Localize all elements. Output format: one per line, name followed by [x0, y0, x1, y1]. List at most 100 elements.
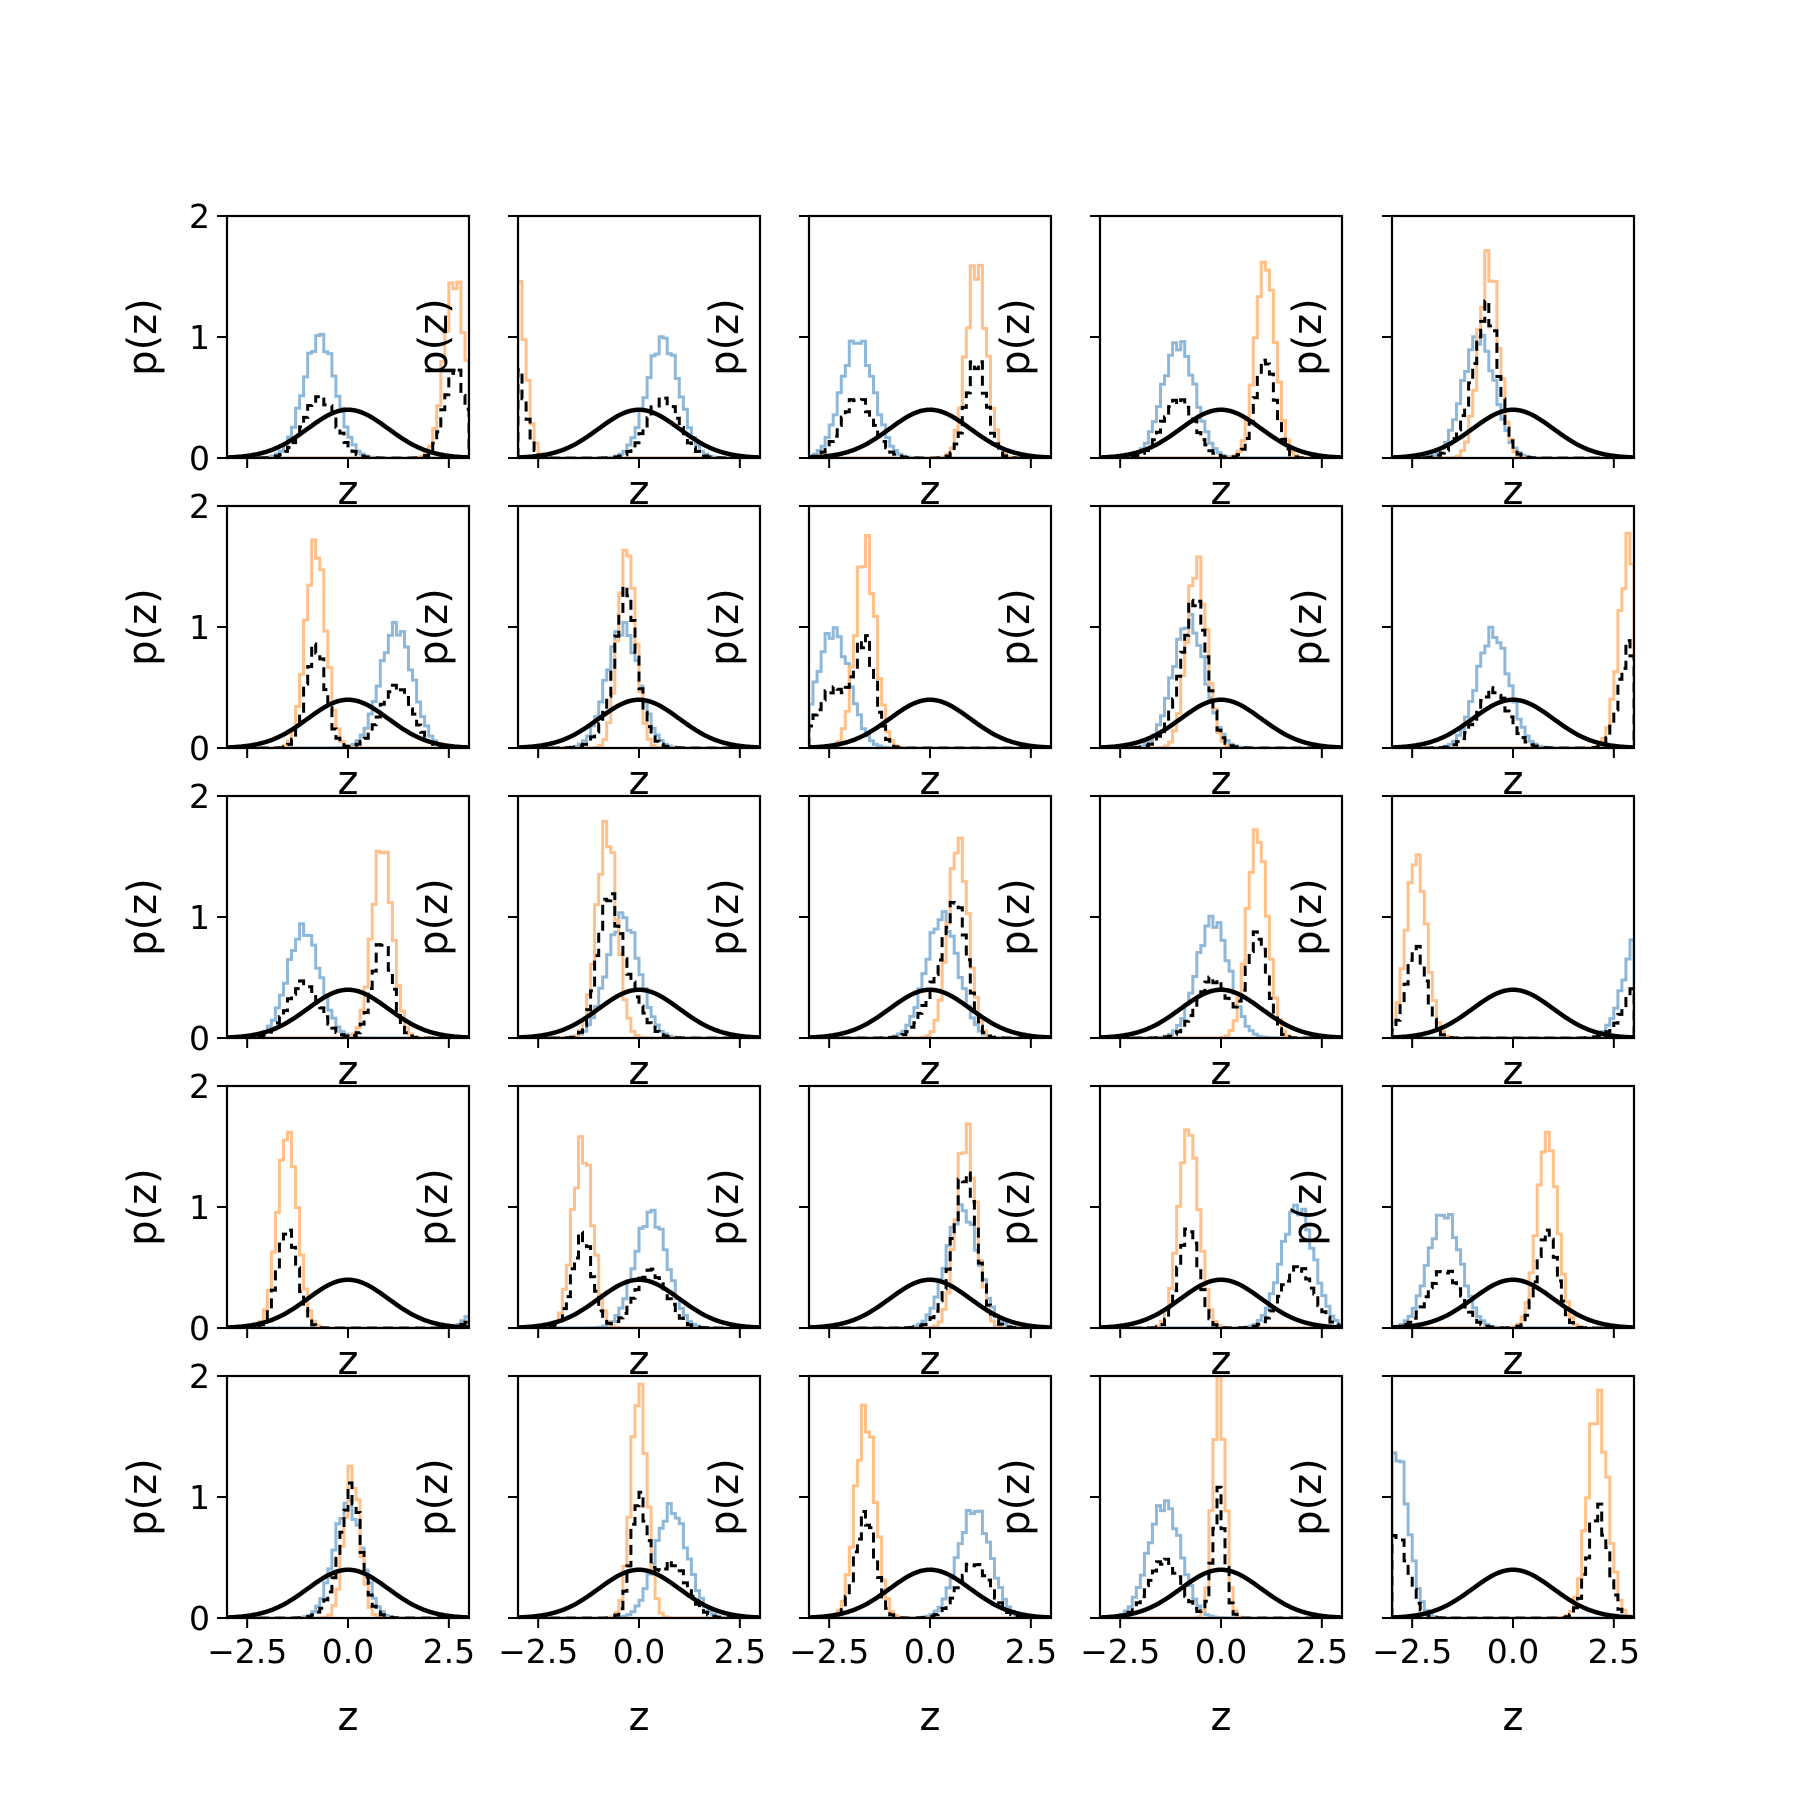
subplot-r1-c5: z p(z) [1285, 214, 1636, 514]
prior-curve [518, 697, 760, 748]
y-axis-label: p(z) [993, 298, 1039, 376]
plot-area [809, 1403, 1051, 1618]
x-axis-label: z [1211, 468, 1232, 514]
x-tick-label: −2.5 [207, 1632, 287, 1671]
subplot-r2-c1: 0 1 2 z p(z) [120, 487, 471, 804]
y-tick-label: 2 [189, 487, 210, 526]
prior-curve [1392, 1567, 1634, 1618]
x-tick-label: 0.0 [613, 1632, 665, 1671]
blue-histogram [1100, 613, 1342, 748]
y-axis-label: p(z) [1285, 1168, 1331, 1246]
x-axis-label: z [338, 1694, 359, 1740]
y-axis-label: p(z) [1285, 298, 1331, 376]
orange-histogram [1392, 853, 1634, 1038]
y-tick-label: 0 [189, 1599, 210, 1638]
y-tick-label: 1 [189, 608, 210, 647]
y-axis-label: p(z) [702, 298, 748, 376]
y-axis-label: p(z) [702, 1168, 748, 1246]
x-tick-label: 0.0 [904, 1632, 956, 1671]
subplot-r1-c1: 0 1 2 z p(z) [120, 197, 471, 514]
y-tick-label: 0 [189, 439, 210, 478]
x-tick-label: 2.5 [1005, 1632, 1057, 1671]
y-axis-label: p(z) [993, 878, 1039, 956]
subplot-r3-c3: z p(z) [702, 794, 1053, 1094]
prior-curve [809, 697, 1051, 748]
blue-histogram [1100, 1203, 1342, 1328]
subplot-r3-c2: z p(z) [411, 794, 762, 1094]
prior-curve [227, 1567, 469, 1618]
subplot-r5-c3: −2.5 0.0 2.5 z p(z) [702, 1374, 1057, 1740]
mixture-histogram [227, 1481, 469, 1618]
x-axis-label: z [920, 1338, 941, 1384]
x-tick-label: 0.0 [1487, 1632, 1539, 1671]
x-tick-label: −2.5 [498, 1632, 578, 1671]
x-axis-label: z [920, 1048, 941, 1094]
y-tick-label: 0 [189, 1019, 210, 1058]
orange-histogram [518, 1382, 760, 1618]
prior-curve [518, 987, 760, 1038]
plot-area [1100, 1376, 1342, 1618]
subplot-r5-c1: 0 1 2 −2.5 0.0 2.5 z p(z) [120, 1357, 475, 1740]
orange-histogram [227, 1130, 469, 1328]
x-axis-label: z [1211, 1048, 1232, 1094]
y-tick-label: 1 [189, 898, 210, 937]
x-axis-label: z [1503, 468, 1524, 514]
y-axis-label: p(z) [411, 588, 457, 666]
prior-curve [1100, 697, 1342, 748]
plot-area [1392, 1388, 1634, 1618]
subplot-r4-c3: z p(z) [702, 1084, 1053, 1384]
mixture-histogram [1392, 1502, 1634, 1618]
prior-curve [1392, 697, 1634, 748]
mixture-histogram [518, 1490, 760, 1618]
x-tick-label: 2.5 [1588, 1632, 1640, 1671]
y-axis-label: p(z) [1285, 878, 1331, 956]
blue-histogram [1392, 938, 1634, 1038]
y-tick-label: 2 [189, 1067, 210, 1106]
prior-curve [1392, 987, 1634, 1038]
plot-area [1392, 853, 1634, 1038]
prior-curve [227, 1277, 469, 1328]
x-axis-label: z [1503, 1048, 1524, 1094]
prior-curve [227, 697, 469, 748]
subplot-r2-c4: z p(z) [993, 504, 1344, 804]
x-tick-label: 2.5 [1296, 1632, 1348, 1671]
x-axis-label: z [338, 1338, 359, 1384]
subplot-r4-c5: z p(z) [1285, 1084, 1636, 1384]
plot-area [1100, 260, 1342, 458]
subplot-r3-c5: z p(z) [1285, 794, 1636, 1094]
y-axis-label: p(z) [993, 1168, 1039, 1246]
subplot-r5-c4: −2.5 0.0 2.5 z p(z) [993, 1374, 1348, 1740]
x-axis-label: z [920, 1694, 941, 1740]
x-axis-label: z [1503, 758, 1524, 804]
x-axis-label: z [920, 758, 941, 804]
y-axis-label: p(z) [702, 588, 748, 666]
x-axis-label: z [338, 468, 359, 514]
y-axis-label: p(z) [411, 878, 457, 956]
y-tick-label: 1 [189, 1478, 210, 1517]
prior-curve [809, 987, 1051, 1038]
x-axis-label: z [338, 758, 359, 804]
y-axis-label: p(z) [411, 1458, 457, 1536]
prior-curve [1100, 1277, 1342, 1328]
subplot-r5-c5: −2.5 0.0 2.5 z p(z) [1285, 1374, 1640, 1740]
subplot-r4-c2: z p(z) [411, 1084, 762, 1384]
y-axis-label: p(z) [702, 878, 748, 956]
x-axis-label: z [629, 1338, 650, 1384]
y-axis-label: p(z) [411, 298, 457, 376]
subplot-r1-c2: z p(z) [411, 214, 762, 514]
x-axis-label: z [629, 468, 650, 514]
mixture-histogram [1100, 1227, 1342, 1328]
prior-curve [1100, 987, 1342, 1038]
blue-histogram [1392, 1451, 1634, 1618]
prior-curve [1100, 407, 1342, 458]
mixture-histogram [227, 642, 469, 748]
y-axis-label: p(z) [993, 1458, 1039, 1536]
blue-histogram [1100, 1499, 1342, 1618]
prior-curve [809, 407, 1051, 458]
x-tick-label: 0.0 [1195, 1632, 1247, 1671]
subplot-r3-c4: z p(z) [993, 794, 1344, 1094]
x-tick-label: −2.5 [1372, 1632, 1452, 1671]
x-axis-label: z [1211, 758, 1232, 804]
mixture-histogram [227, 368, 469, 458]
